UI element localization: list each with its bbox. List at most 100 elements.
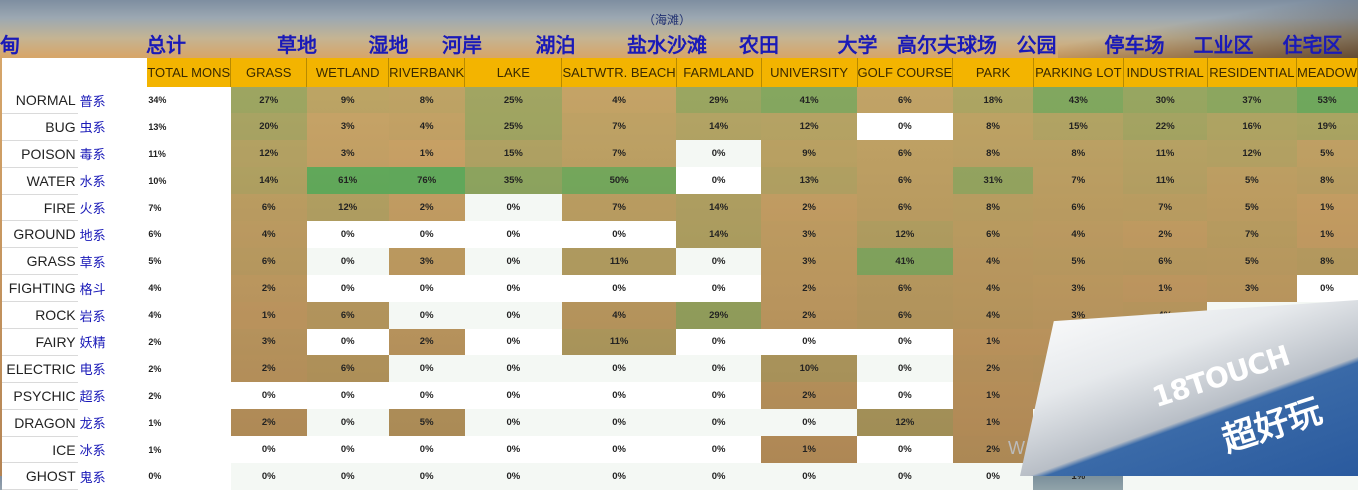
value-cell: 2% [230,274,307,302]
type-label: GHOST [2,462,78,490]
cn-note: （海滩） [642,13,692,27]
value-cell: 0% [676,355,762,383]
total-cell: 34% [147,87,231,114]
total-cell: 0% [147,462,231,490]
value-cell: 0% [857,462,953,490]
type-label-cn: 冰系 [77,436,148,463]
value-cell: 6% [1033,194,1124,221]
value-cell: 31% [952,167,1034,195]
value-cell: 7% [1207,220,1297,248]
value-cell: 4% [952,247,1034,275]
column-header: UNIVERSITY [761,58,858,87]
value-cell: 0% [676,247,762,275]
value-cell: 11% [1123,167,1208,195]
value-cell: 5% [1207,167,1297,195]
value-cell: 0% [388,301,465,329]
value-cell: 19% [1296,113,1358,141]
table-row: BUG 虫系 13% 20% 3% 4% 25% 7% 14% 12% 0% 8% 15% 22% 16% 1… [2,113,1358,141]
value-cell: 8% [952,113,1034,141]
column-header: INDUSTRIAL [1123,58,1208,87]
value-cell: 4% [952,301,1034,329]
value-cell: 7% [561,113,677,141]
value-cell: 0% [676,409,762,437]
value-cell: 0% [306,462,389,490]
value-cell: 0% [464,409,562,437]
value-cell: 0% [464,247,562,275]
value-cell: 0% [464,355,562,383]
type-label-cn: 地系 [77,220,148,248]
table-row: POISON 毒系 11% 12% 3% 1% 15% 7% 0% 9% 6% 8% 8% 11% 12% 5… [2,140,1358,168]
type-label: FIRE [2,194,78,222]
value-cell: 41% [857,247,953,275]
value-cell: 1% [952,382,1034,410]
value-cell: 1% [761,436,858,463]
value-cell: 0% [857,382,953,410]
value-cell: 15% [1033,113,1124,141]
value-cell: 14% [676,194,762,221]
type-label-cn: 毒系 [77,140,148,168]
value-cell: 0% [388,274,465,302]
column-header: FARMLAND [676,58,762,87]
background-hills [1058,0,1358,60]
table-row: NORMAL 普系 34% 27% 9% 8% 25% 4% 29% 41% 6% 18% 43% 30%… [2,87,1358,114]
value-cell: 3% [761,220,858,248]
type-label-cn: 电系 [77,355,148,383]
value-cell: 8% [1296,247,1358,275]
total-cell: 2% [147,355,231,383]
type-label-cn: 龙系 [77,409,148,437]
value-cell: 4% [388,113,465,141]
value-cell: 76% [388,167,465,195]
value-cell: 61% [306,167,389,195]
value-cell: 5% [1296,140,1358,168]
value-cell: 6% [230,194,307,221]
value-cell: 2% [388,328,465,356]
value-cell: 1% [952,409,1034,437]
value-cell: 2% [761,274,858,302]
type-label-cn: 火系 [77,194,148,221]
value-cell: 15% [464,140,562,168]
value-cell: 8% [388,87,465,114]
value-cell: 7% [1033,167,1124,195]
value-cell: 5% [388,409,465,437]
value-cell: 27% [230,87,307,114]
value-cell: 12% [306,194,389,221]
value-cell: 9% [761,140,858,168]
cn-header-10: 停车场 [1104,33,1165,57]
type-label: ROCK [2,301,78,330]
total-cell: 1% [147,409,231,437]
value-cell: 7% [561,194,677,221]
value-cell: 2% [761,382,858,410]
column-header: RIVERBANK [388,58,466,87]
total-cell: 2% [147,328,231,356]
table-row: GRASS 草系 5% 6% 0% 3% 0% 11% 0% 3% 41% 4% 5% 6% 5% 8% [2,247,1358,276]
value-cell: 0% [561,382,677,410]
value-cell: 3% [306,113,389,141]
type-label-cn: 鬼系 [77,462,148,490]
table-row: WATER 水系 10% 14% 61% 76% 35% 50% 0% 13% 6% 31% 7% 11%… [2,167,1358,195]
value-cell: 29% [676,87,762,114]
value-cell: 12% [857,409,953,437]
column-header: LAKE [464,58,563,87]
type-label-cn: 超系 [77,382,148,410]
value-cell: 0% [561,436,677,463]
value-cell: 0% [464,220,562,248]
type-label-cn: 水系 [77,167,148,195]
type-label: ELECTRIC [2,355,78,383]
value-cell: 2% [952,355,1034,383]
cn-header-7: 大学 [837,33,878,57]
value-cell: 7% [1123,194,1208,221]
value-cell: 16% [1207,113,1297,141]
value-cell: 11% [561,247,677,275]
value-cell: 3% [1033,274,1124,302]
type-label: GRASS [2,247,78,276]
value-cell: 0% [561,355,677,383]
value-cell: 0% [306,382,389,410]
total-cell: 6% [147,220,231,248]
value-cell: 7% [561,140,677,168]
value-cell: 12% [1207,140,1297,168]
value-cell: 12% [230,140,307,168]
value-cell: 1% [230,301,307,329]
value-cell: 3% [306,140,389,168]
value-cell: 3% [761,247,858,275]
